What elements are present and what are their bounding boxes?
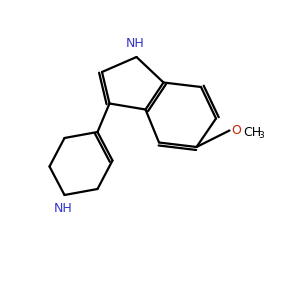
Text: NH: NH bbox=[54, 202, 72, 214]
Text: O: O bbox=[231, 124, 241, 137]
Text: CH: CH bbox=[243, 125, 261, 139]
Text: NH: NH bbox=[126, 38, 144, 50]
Text: 3: 3 bbox=[259, 130, 264, 140]
